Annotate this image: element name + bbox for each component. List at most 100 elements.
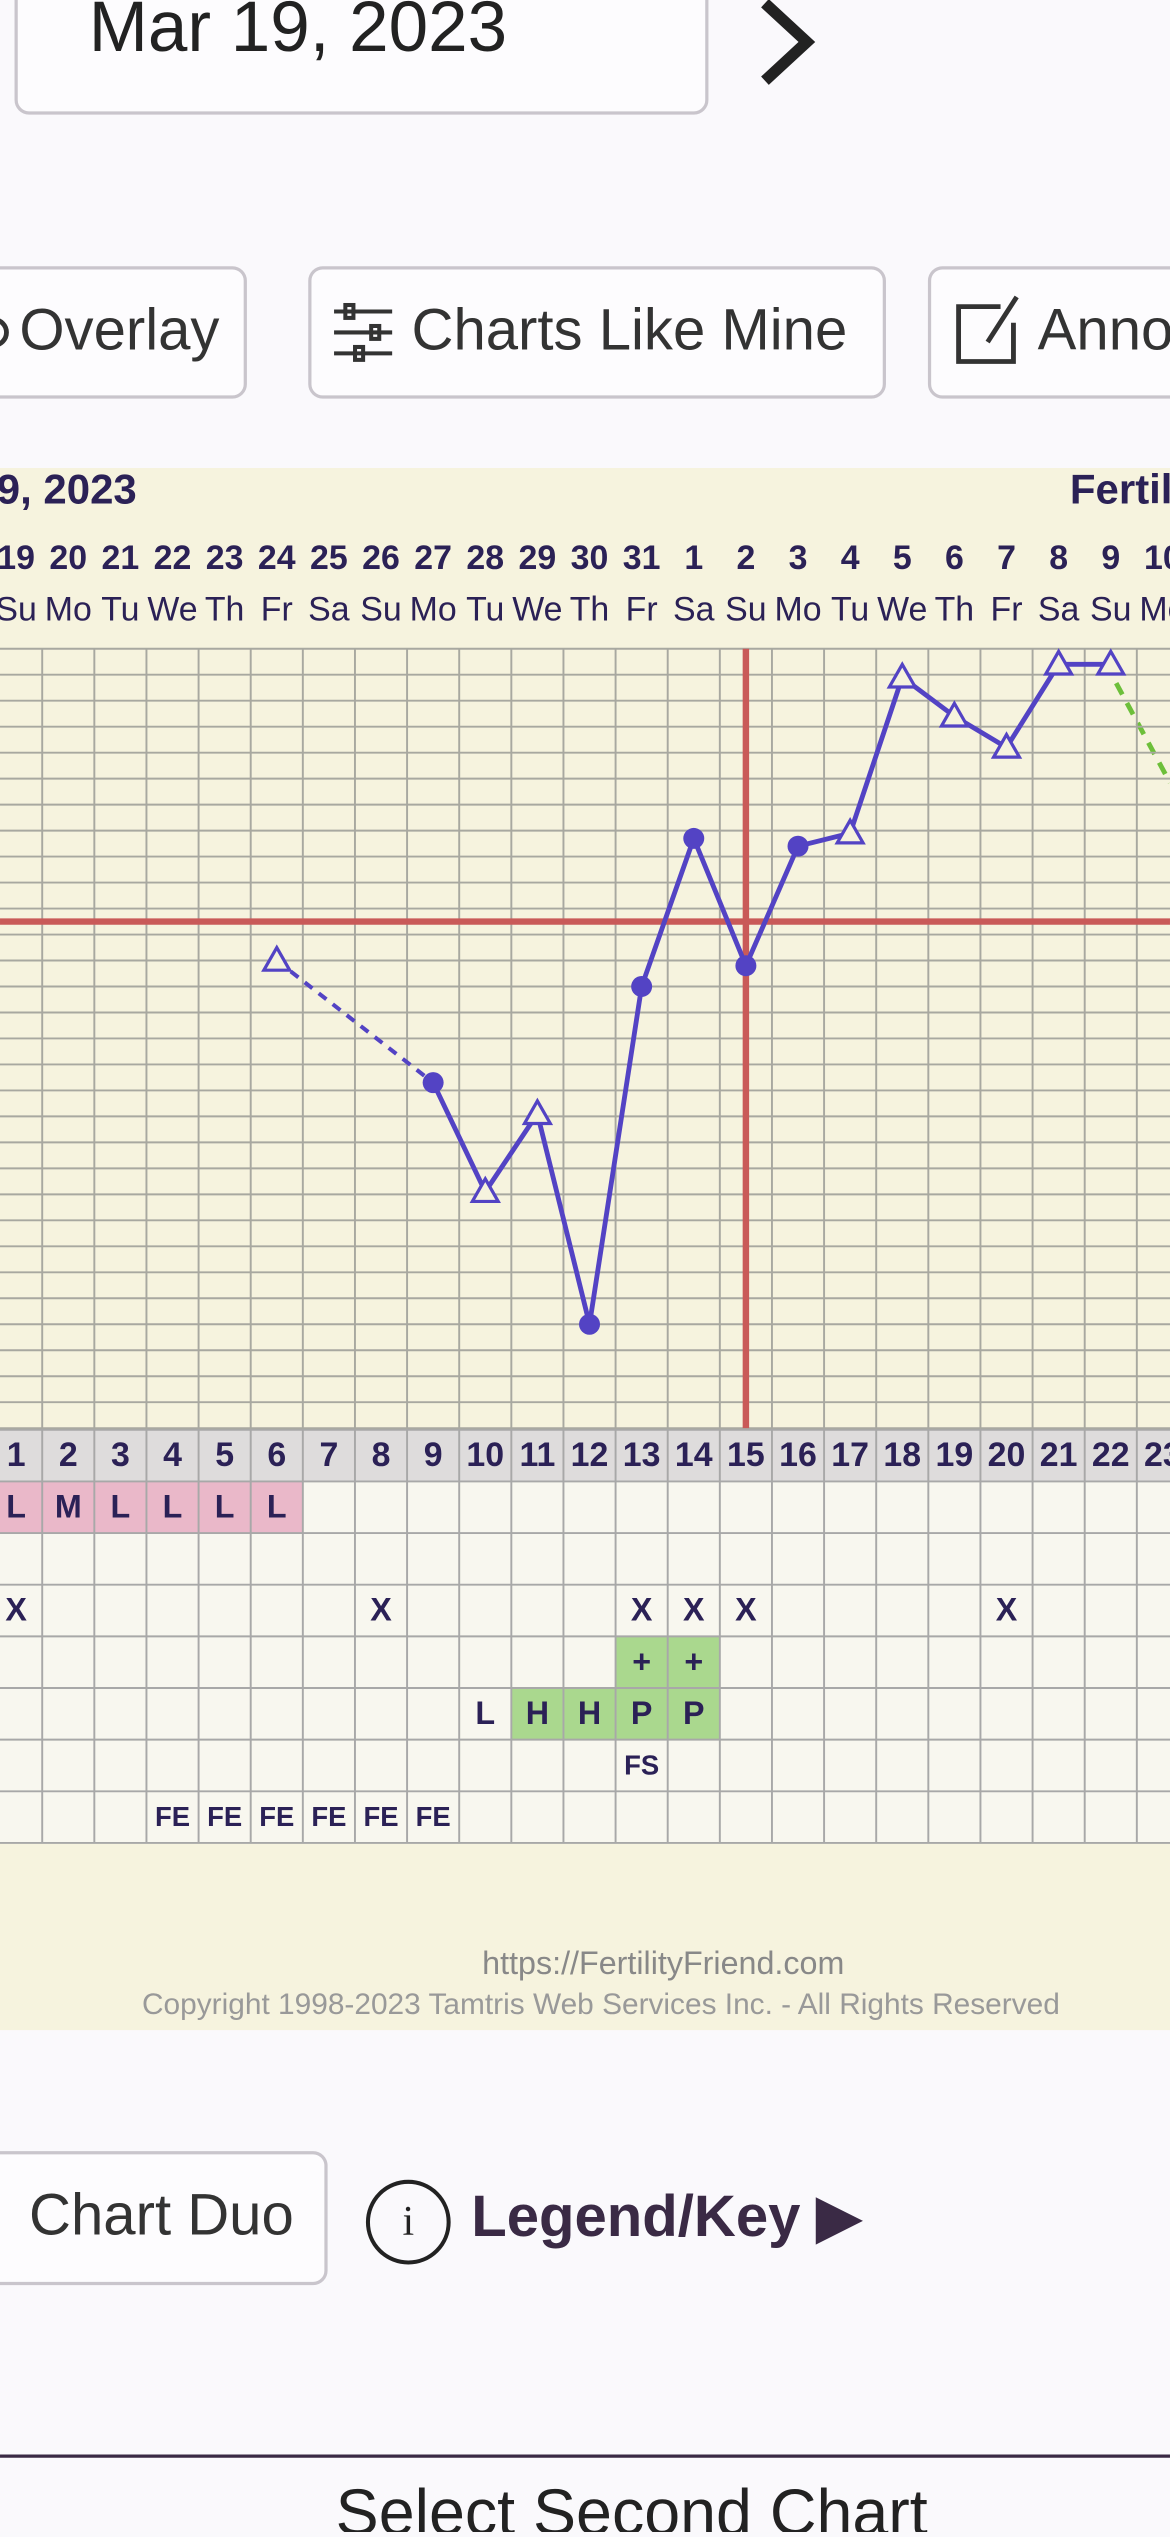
cycle-day: 7 [319,1436,338,1474]
cell-label: FE [311,1801,346,1832]
day-label: 5 [893,539,912,577]
select-label[interactable]: Select Second Chart [336,2477,928,2537]
info-icon[interactable] [365,2179,451,2265]
weekday-label: Mo [1139,591,1170,629]
day-label: 24 [258,539,296,577]
cell-label: X [735,1592,757,1628]
weekday-label: Th [935,591,975,629]
weekday-label: Mo [774,591,821,629]
gap-connector [275,958,435,1085]
edit-icon [956,295,1019,364]
temperature-point [886,661,918,689]
cycle-day: 2 [59,1436,78,1474]
cell-label: P [683,1695,705,1731]
cell-label: + [632,1643,651,1679]
temperature-point [683,827,705,849]
day-label: 31 [623,539,661,577]
cycle-day: 23 [1144,1436,1170,1474]
cycle-day: 11 [519,1436,555,1474]
button-label: Anno [1038,297,1170,362]
next-arrow[interactable] [761,0,816,85]
weekday-label: Su [360,591,401,629]
chart-subtitle: Fertil [1070,465,1170,512]
day-label: 9 [1101,539,1120,577]
day-label: 7 [997,539,1016,577]
day-label: 21 [102,539,140,577]
weekday-label: Su [725,591,766,629]
cell-label: L [111,1488,131,1524]
overlay-button[interactable] [0,266,247,399]
day-label: 8 [1049,539,1068,577]
temperature-point [990,731,1023,759]
annotate-button[interactable] [927,266,1170,399]
cell-label: P [631,1695,653,1731]
cell-label: FE [207,1801,242,1832]
weekday-label: Mo [45,591,92,629]
day-label: 2 [736,539,755,577]
cell-highlight [250,1481,303,1534]
charts-like-mine-button[interactable] [308,266,886,399]
weekday-label: Tu [466,591,504,629]
cycle-day: 19 [936,1436,974,1474]
cycle-day: 3 [111,1436,130,1474]
cell-label: L [267,1488,287,1524]
weekday-label: Sa [1038,591,1080,629]
cell-label: L [163,1488,183,1524]
weekday-label: Sa [308,591,350,629]
temperature-point [469,1175,501,1204]
cell-label: L [475,1695,495,1731]
day-label: 22 [154,539,192,577]
cell-label: X [5,1592,27,1628]
footer-url: https://FertilityFriend.com [482,1945,844,1981]
cycle-day: 9 [424,1436,443,1474]
cell-label: FE [155,1801,190,1832]
cell-label: M [55,1488,82,1524]
cell-highlight [198,1481,251,1534]
day-label: 27 [414,539,452,577]
chart-title: 9, 2023 [0,465,137,512]
weekday-label: Fr [991,591,1023,629]
cell-highlight [615,1636,668,1688]
day-label: 1 [684,539,703,577]
cycle-day: 1 [7,1436,26,1474]
cell-label: X [631,1592,653,1628]
weekday-label: Su [1090,591,1131,629]
weekday-label: Su [0,591,37,629]
info-label: i [402,2199,414,2245]
sliders-icon [334,302,393,362]
temperature-point [261,944,293,972]
chart-duo-button[interactable] [0,2151,328,2286]
cell-label: X [370,1592,392,1628]
weekday-label: Th [570,591,610,629]
cell-label: FE [363,1801,398,1832]
cycle-day-row [0,1429,1170,1482]
temperature-point [735,955,757,977]
cell-label: L [215,1488,235,1524]
weekday-label: Tu [831,591,869,629]
date: Mar 19, 2023 [89,0,507,67]
temperature-point [1042,648,1075,676]
day-label: 29 [519,539,557,577]
day-label: 20 [49,539,87,577]
cell-highlight [615,1688,668,1740]
weekday-label: Tu [101,591,139,629]
temperature-line [430,661,1111,1325]
day-label: 3 [789,539,808,577]
day-label: 26 [362,539,400,577]
cycle-day: 22 [1092,1436,1130,1474]
cell-highlight [667,1636,720,1688]
weekday-label: Fr [626,591,658,629]
cell-highlight [667,1688,720,1740]
legend-link[interactable]: Legend/Key ▶ [471,2184,863,2249]
cycle-day: 14 [675,1436,713,1474]
day-label: 19 [0,539,35,577]
weekday-label: Sa [673,591,715,629]
cycle-day: 21 [1040,1436,1078,1474]
date-box[interactable] [14,0,709,115]
temperature-point [834,817,866,845]
cell-highlight [94,1481,147,1534]
cycle-day: 10 [466,1436,504,1474]
cycle-day: 20 [988,1436,1026,1474]
button-label: Charts Like Mine [412,297,848,362]
